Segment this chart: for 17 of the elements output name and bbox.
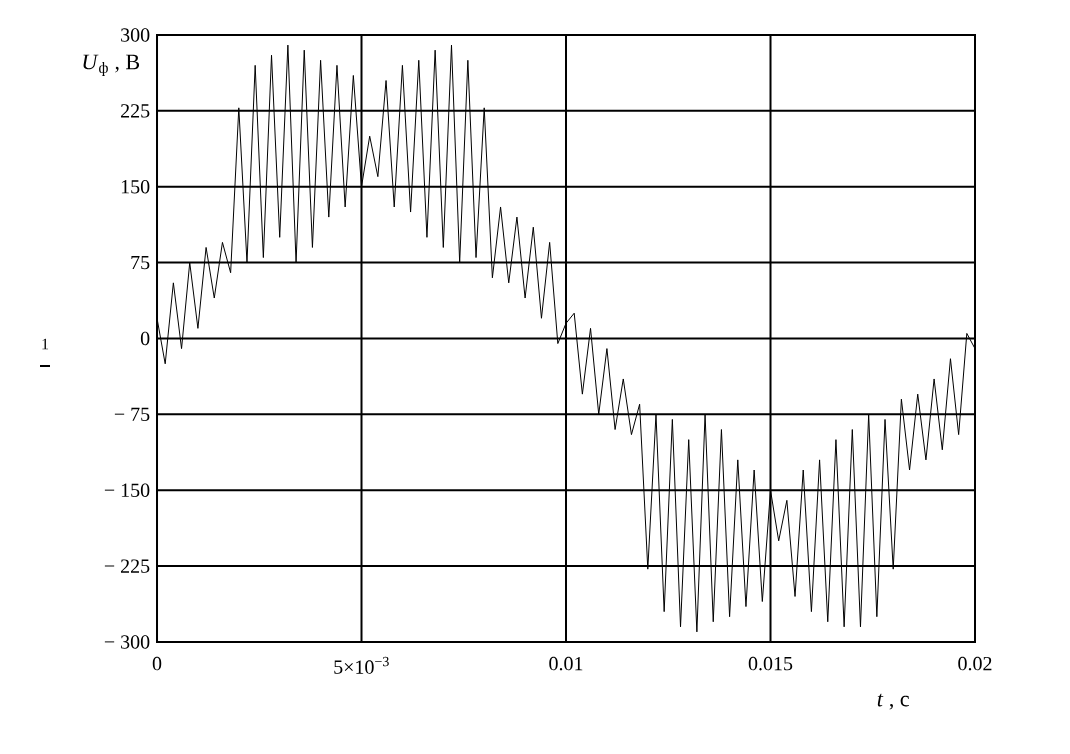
y-tick-label: − 150	[104, 483, 150, 497]
x-axis-title: t , с	[877, 693, 909, 710]
y-tick-label: 150	[121, 179, 150, 194]
x-tick-label: 5×10$^{−3}$	[334, 656, 389, 674]
y-tick-label: 225	[121, 104, 150, 118]
y-tick-label: − 225	[104, 559, 150, 573]
x-tick-label: 0.01	[549, 656, 583, 671]
y-tick-label: − 300	[104, 635, 150, 649]
y-tick-label: 300	[121, 28, 150, 42]
y-tick-label: 0	[140, 331, 150, 346]
x-tick-label: 0	[152, 656, 162, 671]
x-tick-label: 0.02	[958, 656, 992, 671]
y-tick-label: − 75	[114, 407, 150, 421]
y-axis-title: U$_{ф}$ , В	[83, 54, 140, 76]
x-tick-label: 0.015	[748, 656, 793, 671]
text: 1	[42, 338, 49, 350]
y-tick-label: 75	[131, 255, 150, 270]
